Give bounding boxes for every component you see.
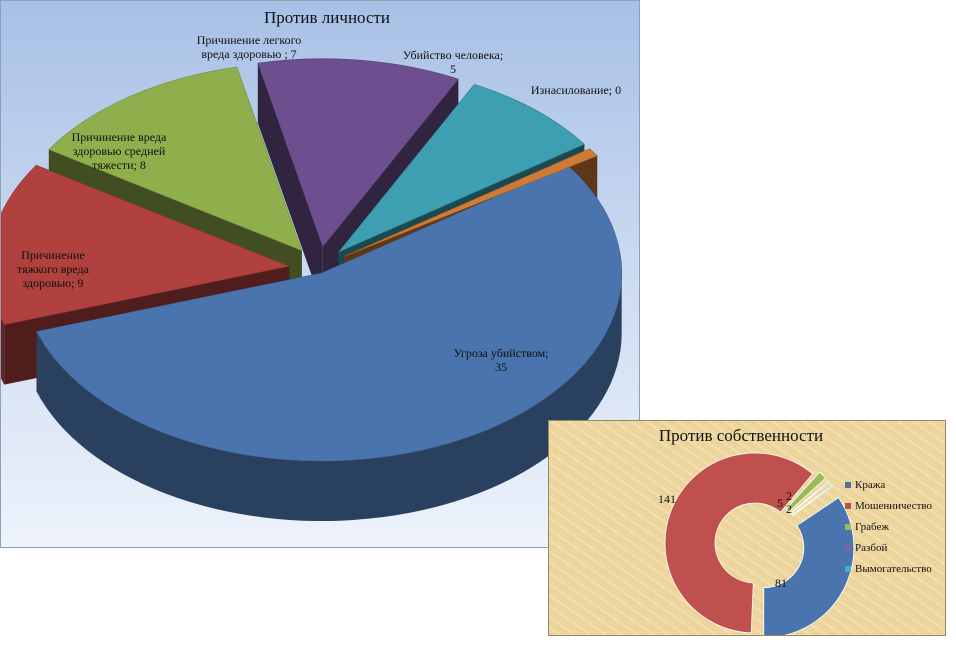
pie-data-label-line: тяжкого вреда [17, 262, 90, 276]
legend-entry-4: Вымогательство [855, 563, 932, 575]
legend-swatch-3 [845, 545, 851, 551]
pie-top-layer [1, 58, 622, 462]
legend-swatch-0 [845, 482, 851, 488]
pie-data-label-1: Причинение тяжкого вреда здоровью; 9 [17, 248, 90, 290]
pie-data-label-line: Угроза убийством; [453, 346, 548, 360]
pie-data-label-line: вреда здоровью ; 7 [201, 47, 296, 61]
legend-entry-3: Разбой [855, 542, 887, 554]
donut-chart-against-property: Против собственности 81 141 5 2 2 Кража Мошенн… [548, 420, 946, 636]
legend-entry-2: Грабеж [855, 521, 889, 533]
donut-segment-2 [785, 471, 827, 513]
legend-entry-1: Мошенничество [855, 500, 933, 512]
pie-chart-against-person: Против личности Угроза убийством; 35 Причи… [0, 0, 640, 548]
legend-swatch-4 [845, 566, 851, 572]
chart-title: Против собственности [659, 426, 823, 445]
pie-slice-3 [257, 58, 459, 248]
donut-segment-4 [791, 484, 834, 517]
donut-data-label-3: 2 [786, 489, 792, 503]
pie-data-label-5: Изнасилование; 0 [531, 83, 621, 97]
pie-data-label-line: Причинение легкого [197, 33, 302, 47]
pie-labels: Угроза убийством; 35 Причинение тяжкого вре… [17, 33, 621, 374]
pie-data-label-line: здоровью; 9 [22, 276, 83, 290]
pie-data-label-2: Причинение вреда здоровью средней тяжести;… [72, 130, 167, 172]
pie-slice-4 [338, 83, 585, 253]
pie-slice-side-0-0 [36, 273, 622, 522]
pie-slice-1 [1, 164, 291, 326]
donut-labels: 81 141 5 22 [658, 489, 792, 590]
legend: Кража Мошенничество Грабеж Разбой Вымогатель… [845, 479, 933, 575]
legend-swatch-2 [845, 524, 851, 530]
pie-slice-side-1-0 [1, 318, 5, 385]
pie-data-label-line: тяжести; 8 [92, 158, 146, 172]
pie-chart-svg: Против личности Угроза убийством; 35 Причи… [1, 8, 622, 522]
donut-chart-svg: Против собственности 81 141 5 22 Кража Мошенн… [658, 426, 933, 635]
pie-slice-2 [48, 66, 303, 252]
pie-data-label-line: Изнасилование; 0 [531, 83, 621, 97]
donut-data-label-1: 141 [658, 492, 676, 506]
donut-data-label-2: 5 [777, 496, 783, 510]
chart-title: Против личности [264, 8, 390, 27]
donut-segment-0 [763, 497, 855, 635]
pie-data-label-0: Угроза убийством; 35 [453, 346, 548, 374]
donut-segments [664, 452, 855, 635]
legend-entry-0: Кража [855, 479, 885, 491]
donut-data-label-0: 81 [775, 576, 787, 590]
pie-data-label-line: 35 [495, 360, 507, 374]
pie-data-label-line: Причинение вреда [72, 130, 167, 144]
pie-data-label-line: Причинение [21, 248, 84, 262]
pie-slice-5 [343, 148, 598, 257]
pie-slice-face-3-0 [257, 63, 323, 307]
legend-swatch-1 [845, 503, 851, 509]
pie-data-label-line: здоровью средней [73, 144, 166, 158]
pie-slice-0 [36, 164, 622, 462]
pie-data-label-4: Убийство человека; 5 [403, 48, 503, 76]
pie-data-label-line: Убийство человека; [403, 48, 503, 62]
pie-data-label-line: 5 [450, 62, 456, 76]
pie-data-label-3: Причинение легкого вреда здоровью ; 7 [197, 33, 302, 61]
donut-segment-3 [789, 480, 830, 515]
donut-data-label-4: 2 [786, 502, 792, 516]
donut-segment-1 [664, 452, 814, 634]
